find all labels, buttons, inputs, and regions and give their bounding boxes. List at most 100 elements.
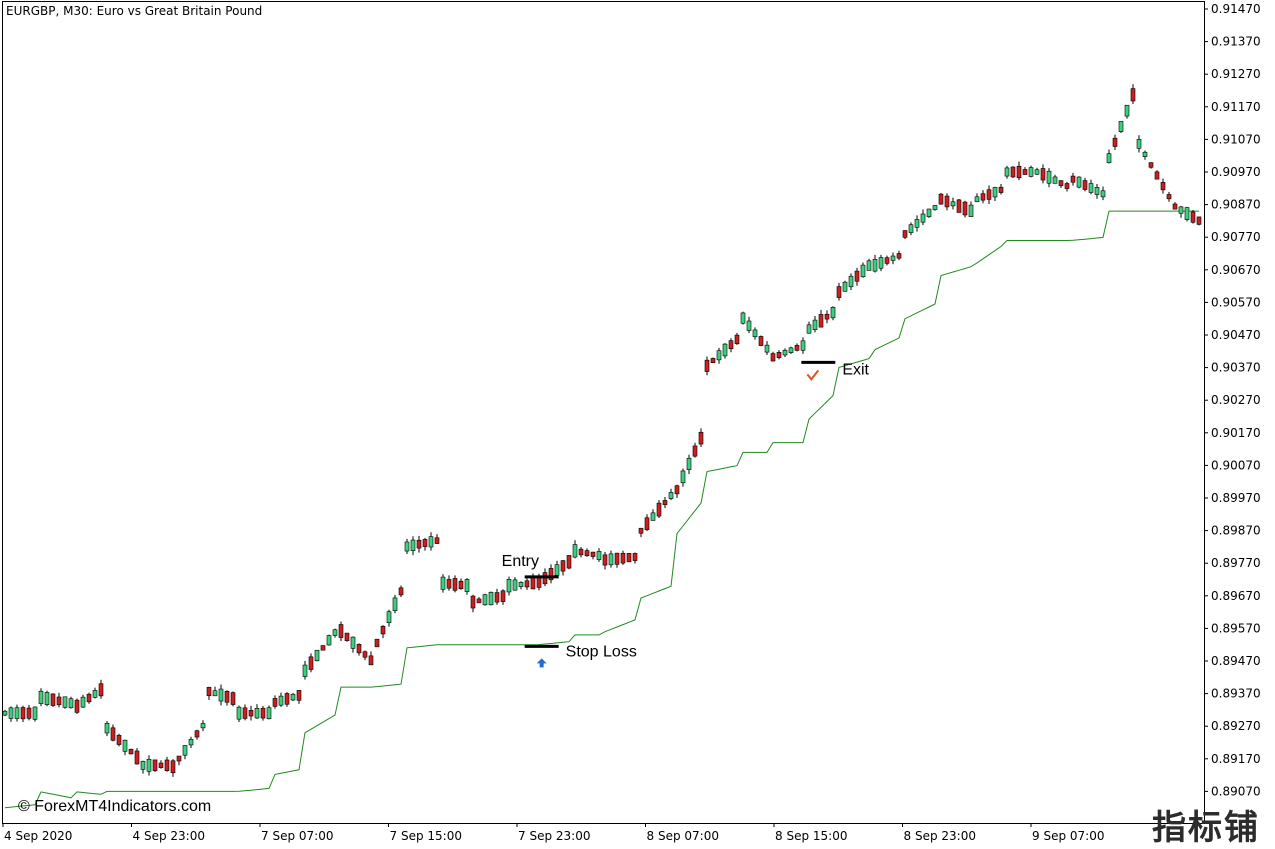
candle-bear [224,691,230,703]
candle-bear [470,595,476,609]
candle-bull [908,224,914,233]
x-tick-label: 4 Sep 23:00 [133,829,205,843]
candle-bull [350,636,356,649]
candle-bull [650,512,656,521]
candle-bear [698,431,704,445]
candle-bear [98,683,104,697]
y-tick-label: 0.90470 [1211,328,1261,342]
candle-bull [482,594,488,606]
candle-bear [242,707,248,719]
candle-bear [176,755,182,762]
exit-label: Exit [842,361,869,378]
candle-bull [1052,176,1058,184]
candle-bear [566,555,572,569]
candle-bear [170,760,176,774]
candle-bear [944,195,950,208]
candle-bull [8,707,14,719]
candle-bear [1040,168,1046,181]
candle-bear [1154,171,1160,180]
stop-loss-label: Stop Loss [566,643,637,660]
y-tick-label: 0.90870 [1211,198,1261,212]
y-tick-label: 0.90770 [1211,230,1261,244]
candle-bear [1172,203,1178,210]
candle-bear [986,189,992,200]
candle-bull [842,281,848,292]
candle-bull [746,320,752,331]
candle-bear [530,577,536,590]
candle-bull [62,696,68,708]
candle-bull [1142,151,1148,157]
candle-bear [962,201,968,216]
candle-bear [662,500,668,505]
trailing-stop-line [4,210,1199,809]
trail-line [4,210,1199,809]
candle-bull [1094,187,1100,195]
candle-bull [866,260,872,271]
candle-bear [272,698,278,707]
candle-bear [260,707,266,719]
candle-bear [20,707,26,720]
candle-bull [506,579,512,593]
candle-bull [680,470,686,484]
candle-bull [788,347,794,353]
candle-bear [284,693,290,705]
candle-bear [770,353,776,362]
time-axis: 4 Sep 2020 4 Sep 23:00 7 Sep 07:00 7 Sep 15… [2,823,1104,843]
candle-bear [620,552,626,564]
candle-bear [560,560,566,572]
candle-bull [404,541,410,552]
candle-bull [188,738,194,746]
candle-bear [158,762,164,768]
candle-bear [1148,162,1154,168]
candle-bull [14,707,20,719]
candle-bull [212,690,218,697]
candle-bull [314,649,320,662]
candle-bull [860,264,866,278]
x-tick-label: 8 Sep 15:00 [775,829,847,843]
candle-bear [704,359,710,372]
candle-bear [374,638,380,648]
y-tick-label: 0.90270 [1211,393,1261,407]
watermark-text: © ForexMT4Indicators.com [18,798,212,815]
y-tick-label: 0.89570 [1211,621,1261,635]
candle-bull [464,579,470,592]
candle-bull [596,551,602,560]
candle-bear [86,693,92,703]
candle-bull [608,553,614,566]
candle-bear [296,690,302,701]
x-tick-label: 4 Sep 2020 [4,829,72,843]
candle-bear [368,655,374,666]
y-tick-label: 0.89970 [1211,491,1261,505]
candle-bull [920,213,926,223]
candle-bull [218,688,224,702]
candle-bear [1196,216,1202,225]
candle-bear [884,257,890,264]
candle-bear [614,552,620,565]
candle-bear [248,709,254,717]
candle-bull [254,708,260,719]
y-tick-label: 0.90170 [1211,426,1261,440]
candle-bear [536,576,542,588]
candle-bull [800,340,806,351]
candle-bull [92,690,98,698]
candle-bull [146,759,152,772]
candle-bull [950,201,956,207]
candle-bull [1028,167,1034,177]
candle-bear [500,590,506,602]
y-tick-label: 0.91170 [1211,100,1261,114]
candle-bear [524,580,530,588]
candle-bear [74,699,80,713]
candle-bear [446,579,452,589]
x-tick-label: 8 Sep 07:00 [647,829,719,843]
candle-bear [956,199,962,213]
candle-bear [1082,180,1088,190]
candle-bull [1178,206,1184,214]
candle-bull [992,187,998,198]
candle-bear [1064,183,1070,189]
buy-arrow-icon [536,658,547,668]
candle-bull [1106,153,1112,164]
candle-bear [710,358,716,364]
candle-bear [1190,211,1196,223]
candle-bear [380,625,386,635]
